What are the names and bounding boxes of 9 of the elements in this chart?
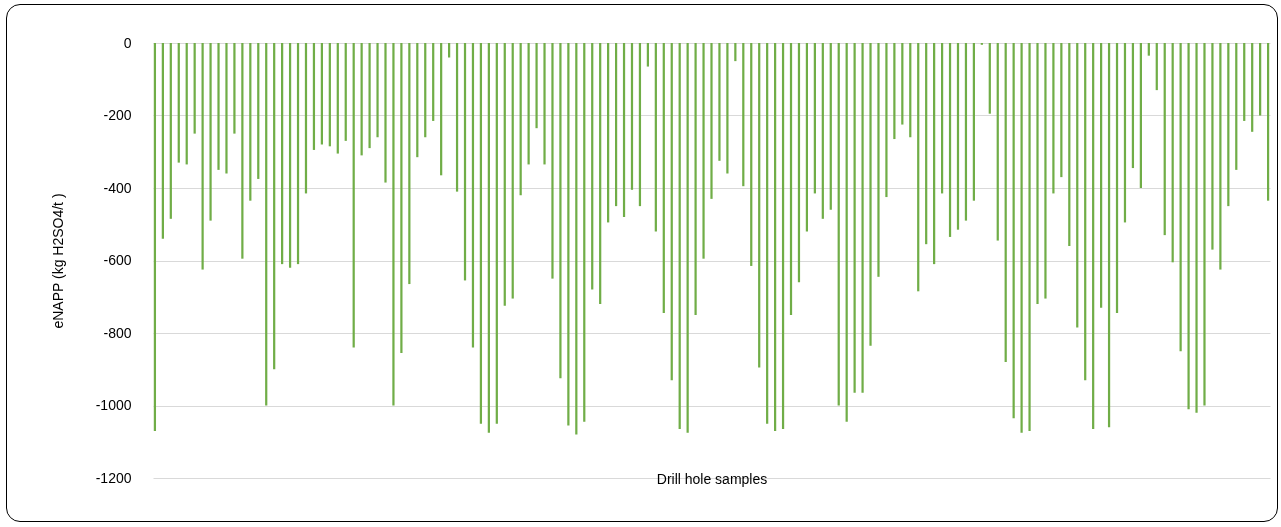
y-tick-label: -400 [103,179,132,196]
y-tick-label: -600 [103,252,132,268]
y-axis-title: eNAPP (kg H2SO4/t ) [49,193,66,329]
x-axis-title: Drill hole samples [656,470,768,487]
y-tick-label: -1000 [95,397,132,413]
y-tick-label: -200 [103,107,132,123]
y-tick-label: -800 [103,324,132,341]
y-tick-label: -1200 [95,469,132,486]
y-tick-label: 0 [123,34,132,51]
